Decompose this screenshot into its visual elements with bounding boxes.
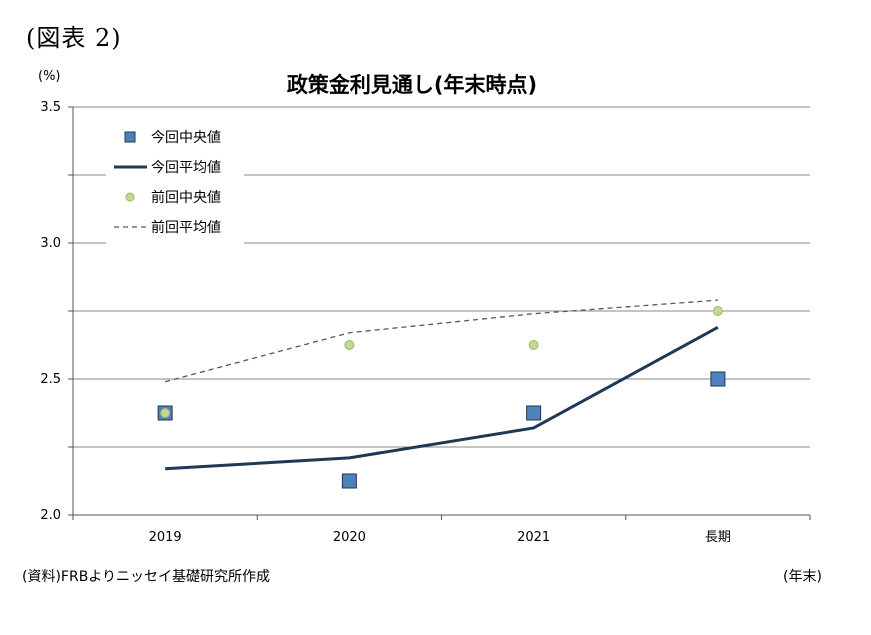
series-line (165, 326, 719, 471)
data-point-square (710, 371, 726, 387)
legend-label: 前回平均値 (151, 219, 221, 236)
figure-label: (図表 2) (26, 24, 122, 52)
x-axis-unit: (年末) (783, 569, 822, 585)
series-layer (157, 299, 726, 489)
x-tick-label: 長期 (705, 530, 731, 545)
legend-symbol (124, 131, 136, 143)
x-tick-label: 2021 (517, 530, 550, 545)
legend-label: 今回中央値 (151, 130, 221, 146)
axes: 2.0 2.5 3.0 3.5 2019 2020 2021 長期 (40, 100, 811, 545)
data-point-circle (528, 340, 539, 350)
data-point-circle (344, 340, 355, 350)
legend-symbol (125, 192, 135, 202)
x-tick-label: 2019 (149, 530, 182, 545)
legend-label: 前回中央値 (151, 189, 221, 206)
y-axis-unit: (%) (38, 69, 61, 84)
data-point-circle (160, 408, 171, 418)
y-tick-label: 2.0 (40, 508, 61, 523)
data-point-square (341, 473, 357, 489)
y-tick-label: 3.0 (40, 236, 61, 251)
chart-title: 政策金利見通し(年末時点) (287, 73, 537, 97)
data-point-square (526, 405, 542, 421)
x-tick-label: 2020 (333, 530, 366, 545)
data-point-circle (712, 306, 723, 316)
y-tick-label: 2.5 (40, 372, 61, 387)
source-note: (資料)FRBよりニッセイ基礎研究所作成 (22, 569, 271, 585)
series-line (164, 299, 718, 383)
y-tick-label: 3.5 (40, 100, 61, 115)
legend-label: 今回平均値 (151, 160, 221, 176)
